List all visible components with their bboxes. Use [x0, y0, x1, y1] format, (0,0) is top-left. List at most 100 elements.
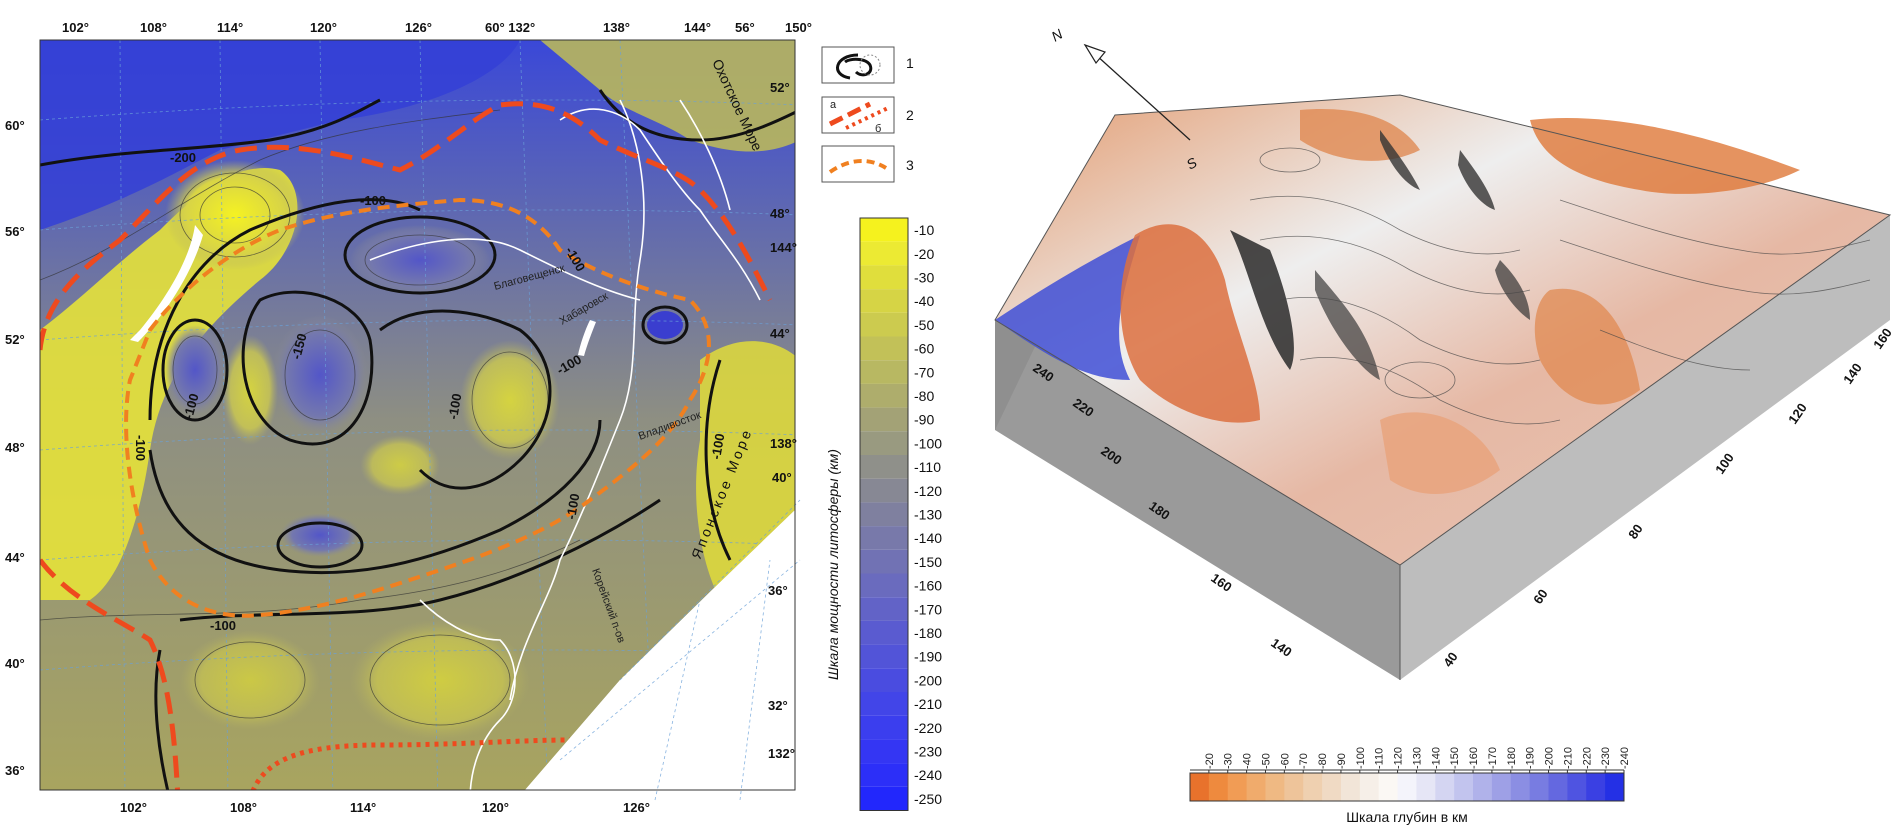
lith-scale-swatch [860, 549, 908, 574]
svg-text:120°: 120° [482, 800, 509, 815]
svg-text:60°: 60° [5, 118, 25, 133]
lith-scale-swatch [860, 644, 908, 669]
svg-text:-100: -100 [360, 193, 386, 208]
lith-scale-swatch [860, 407, 908, 432]
lith-scale-swatch [860, 218, 908, 242]
ocean-grid [559, 499, 801, 801]
depth-scale-label: -90 [1336, 753, 1348, 769]
lith-scale-label: -80 [914, 388, 934, 404]
lith-scale-label: -70 [914, 364, 934, 380]
lith-scale-swatch [860, 455, 908, 479]
svg-text:2: 2 [906, 107, 914, 123]
orange-dashed-line-icon [828, 159, 888, 174]
depth-scale-swatch [1435, 773, 1455, 801]
svg-text:80: 80 [1625, 521, 1646, 541]
svg-text:44°: 44° [770, 326, 790, 341]
depth-scale-swatch [1416, 773, 1436, 801]
svg-text:40: 40 [1440, 649, 1461, 669]
lith-scale-label: -160 [914, 578, 942, 594]
depth-scale-swatch [1397, 773, 1417, 801]
svg-text:138°: 138° [603, 20, 630, 35]
compass: N S [1049, 25, 1201, 172]
lith-scale-label: -140 [914, 530, 942, 546]
svg-text:120: 120 [1785, 400, 1810, 426]
lith-scale-label: -210 [914, 696, 942, 712]
lith-scale-swatch [860, 431, 908, 455]
depth-scale-swatch [1491, 773, 1512, 801]
depth-scale-swatch [1340, 773, 1361, 801]
svg-text:52°: 52° [5, 332, 25, 347]
coastlines [369, 99, 761, 790]
lith-scale-swatch [860, 383, 908, 408]
depth-scale-label: -200 [1544, 747, 1556, 769]
map-frame [39, 39, 796, 791]
lith-scale-label: -40 [914, 293, 934, 309]
red-dashed-boundary [40, 101, 773, 351]
depth-scale-swatch [1322, 773, 1342, 801]
svg-text:140: 140 [1840, 360, 1865, 386]
lith-scale-swatch [860, 526, 908, 550]
left-latitude-labels: 60° 56° 52° 48° 44° 40° 36° [5, 118, 25, 778]
lith-scale-label: -10 [914, 222, 934, 238]
svg-text:140: 140 [1268, 635, 1294, 660]
svg-text:-100: -100 [180, 392, 201, 421]
lith-scale-swatch [860, 289, 908, 313]
svg-text:126°: 126° [405, 20, 432, 35]
svg-text:40°: 40° [5, 656, 25, 671]
svg-text:56°: 56° [735, 20, 755, 35]
svg-text:100: 100 [1712, 450, 1737, 476]
lith-scale-swatch [860, 360, 908, 384]
svg-text:108°: 108° [230, 800, 257, 815]
lith-scale-label: -20 [914, 246, 934, 262]
lith-scale-label: -150 [914, 554, 942, 570]
depth-scale-swatch [1548, 773, 1568, 801]
bottom-longitude-labels: 102° 108° 114° 120° 126° [120, 800, 650, 815]
depth-scale-swatch [1605, 773, 1625, 801]
depth-scale-label: -240 [1619, 747, 1631, 769]
depth-scale-label: -60 [1279, 753, 1291, 769]
svg-text:-100: -100 [210, 618, 236, 633]
lith-scale-label: -170 [914, 601, 942, 617]
svg-text:3: 3 [906, 157, 914, 173]
depth-scale-label: -160 [1468, 747, 1480, 769]
major-contours [40, 89, 795, 790]
svg-text:114°: 114° [350, 800, 376, 815]
depth-scale-swatch [1246, 773, 1266, 801]
svg-text:56°: 56° [5, 224, 25, 239]
right-latitude-labels: 52° 48° 144° 44° 138° 40° 36° 32° 132° [768, 80, 797, 761]
orange-dashed-boundary [124, 197, 711, 618]
depth-scale-label: -110 [1374, 748, 1386, 769]
depth-scale: -20 -30 -40 -50 -60 -70 -80 -90 -100 -110 -120 -130… [1189, 747, 1631, 802]
depth-scale-label: -40 [1242, 753, 1254, 769]
lith-scale-swatch [860, 786, 908, 811]
lith-scale-label: -190 [914, 649, 942, 665]
svg-text:48°: 48° [770, 206, 790, 221]
svg-text:-100: -100 [563, 492, 582, 520]
depth-scale-label: -140 [1430, 747, 1442, 769]
depth-scale-swatch [1567, 773, 1587, 801]
lake-baikal [130, 225, 203, 342]
lith-scale-label: -230 [914, 743, 942, 759]
svg-text:144°: 144° [684, 20, 711, 35]
svg-text:-200: -200 [170, 150, 196, 165]
svg-text:32°: 32° [768, 698, 788, 713]
depth-scale-swatch [1454, 773, 1474, 801]
depth-scale-label: -150 [1449, 747, 1461, 769]
svg-text:60: 60 [1530, 586, 1551, 606]
lith-scale-swatch [860, 739, 908, 764]
lith-scale-label: -200 [914, 672, 942, 688]
svg-text:138°: 138° [770, 436, 797, 451]
lith-scale-label: -30 [914, 269, 934, 285]
svg-text:120°: 120° [310, 20, 337, 35]
depth-scale-label: -230 [1600, 747, 1612, 769]
depth-scale-swatch [1303, 773, 1323, 801]
depth-scale-label: -220 [1581, 747, 1593, 769]
lith-scale-label: -180 [914, 625, 942, 641]
lith-scale-label: -220 [914, 720, 942, 736]
north-arrow-icon [1083, 43, 1107, 65]
lith-scale-label: -90 [914, 412, 934, 428]
depth-scale-swatch [1378, 773, 1399, 801]
lith-scale-swatch [860, 597, 908, 621]
contour-symbol-icon [836, 53, 873, 80]
